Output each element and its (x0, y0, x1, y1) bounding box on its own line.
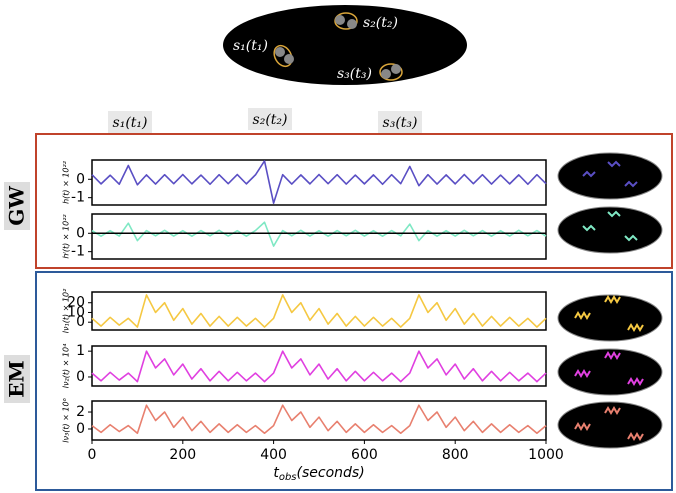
group-label: GW (5, 186, 29, 226)
y-tick-label: -1 (71, 244, 85, 260)
plot-frame (91, 159, 547, 206)
em-frame (35, 271, 673, 491)
y-tick-label: 0 (76, 314, 85, 330)
signal-line (91, 160, 547, 204)
y-tick-label: 0 (76, 369, 85, 385)
y-tick-label: 0 (76, 421, 85, 437)
signal-line (91, 404, 547, 435)
group-box (4, 182, 30, 230)
source-label: s₃(t₃) (337, 66, 372, 82)
plot-frame (91, 345, 547, 387)
y-axis-label: hᴵ(t) × 10²² (62, 214, 71, 259)
x-tick-label: 800 (442, 447, 469, 463)
x-tick-label: 0 (88, 447, 97, 463)
group-label: EM (5, 360, 29, 397)
binary-icons (273, 12, 403, 81)
source-label: s₁(t₁) (233, 38, 268, 54)
marker-label: s₁(t₁) (113, 115, 148, 131)
marker-box (108, 111, 152, 133)
x-axis-label-rest: (seconds) (297, 465, 365, 481)
y-axis-label: h(t) × 10²² (62, 160, 71, 204)
marker-box (378, 111, 422, 133)
gw-frame (35, 133, 673, 269)
x-axis-label-sub: obs (279, 472, 297, 483)
x-tick-label: 600 (351, 447, 378, 463)
signal-line (91, 350, 547, 383)
plot-frame (91, 291, 547, 331)
source-label: s₂(t₂) (363, 15, 398, 31)
x-tick-label: 200 (169, 447, 196, 463)
y-tick-label: 20 (67, 295, 85, 311)
plot-frame (91, 213, 547, 260)
source-sky (223, 5, 467, 85)
y-tick-label: 10 (67, 304, 85, 320)
y-axis-label: Iν₂(t) × 10⁴ (62, 343, 71, 388)
y-tick-label: 0 (76, 171, 85, 187)
plot-frame (91, 400, 547, 441)
y-tick-label: -1 (71, 190, 85, 206)
y-tick-label: 1 (76, 343, 85, 359)
marker-label: s₂(t₂) (253, 112, 288, 128)
y-tick-label: 0 (76, 225, 85, 241)
group-box (4, 355, 30, 403)
y-tick-label: 2 (76, 404, 85, 420)
x-tick-label: 1000 (528, 447, 564, 463)
signal-line (91, 294, 547, 328)
y-axis-label: Iν₃(t) × 10⁶ (62, 397, 71, 442)
marker-label: s₃(t₃) (383, 115, 418, 131)
x-axis-label: tobs(seconds) (273, 465, 364, 483)
x-axis-label-main: t (273, 465, 279, 481)
y-axis-label: Iν₁(t) × 10² (62, 288, 71, 333)
detector-icons (557, 152, 663, 449)
marker-box (248, 108, 292, 130)
x-tick-label: 400 (260, 447, 287, 463)
